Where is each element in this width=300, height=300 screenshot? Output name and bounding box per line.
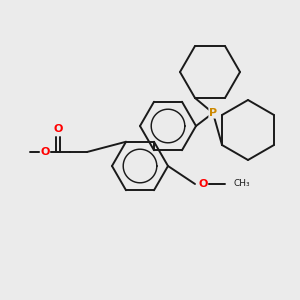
Text: O: O	[198, 179, 208, 189]
Text: CH₃: CH₃	[233, 179, 250, 188]
Text: P: P	[209, 108, 217, 118]
Text: O: O	[53, 124, 63, 134]
Text: O: O	[40, 147, 50, 157]
